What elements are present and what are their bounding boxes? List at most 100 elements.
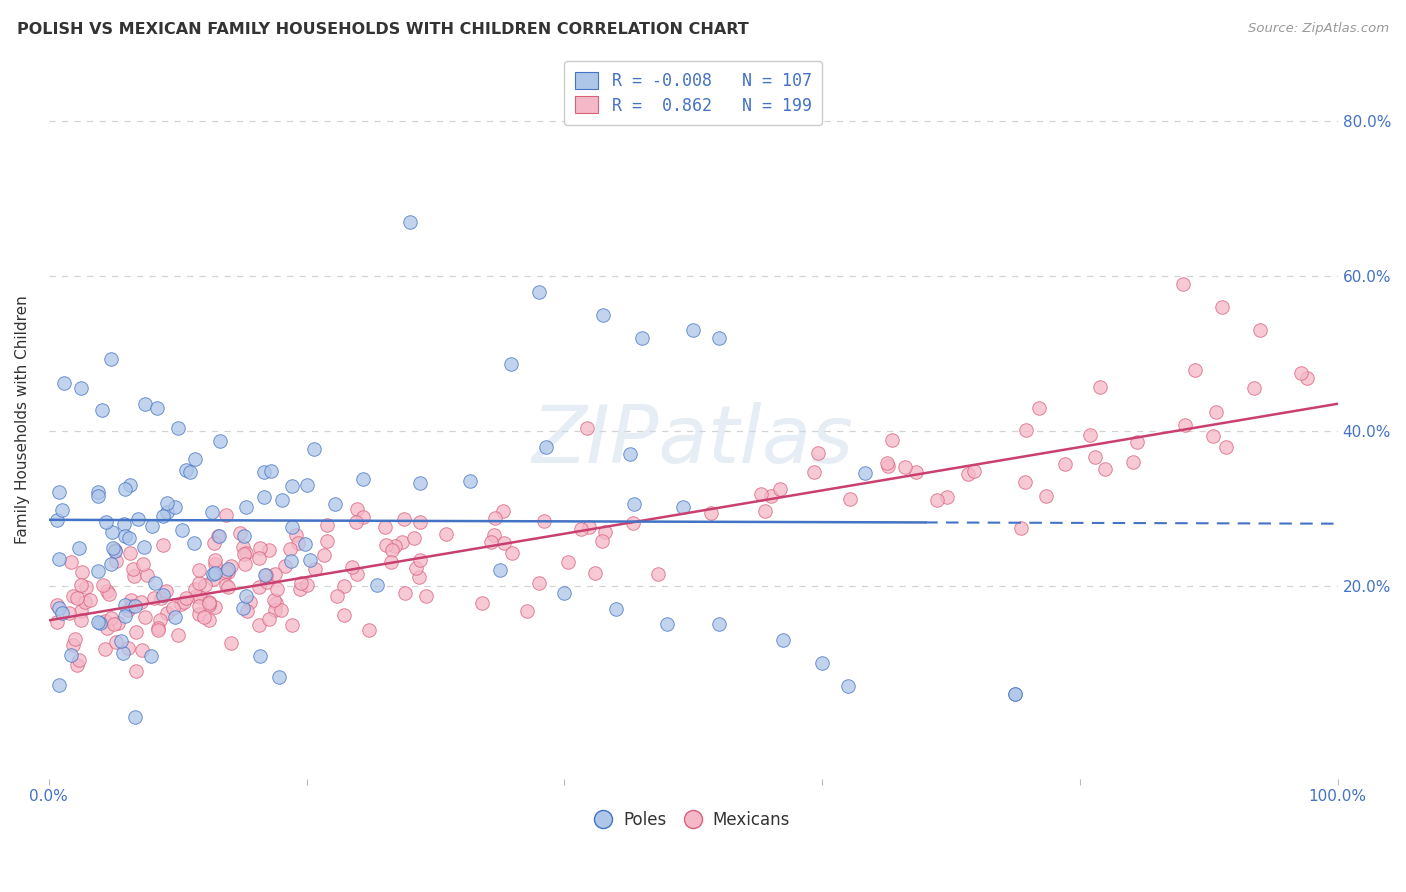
Point [100,611,122,625]
Point [167,420,190,434]
Point [583,566,606,580]
Point [501,546,523,560]
Point [398,215,420,229]
Point [1205,405,1227,419]
Point [1053,457,1076,471]
Point [254,567,277,582]
Point [170,524,193,538]
Point [117,640,139,655]
Point [87,564,110,578]
Point [287,536,309,550]
Point [124,599,146,614]
Point [202,536,225,550]
Point [179,465,201,479]
Point [278,542,301,557]
Point [1211,300,1233,314]
Point [233,529,256,543]
Point [489,563,512,577]
Point [1184,363,1206,377]
Point [415,589,437,603]
Point [134,397,156,411]
Point [90,403,112,417]
Point [557,555,579,569]
Point [853,467,876,481]
Point [333,607,356,622]
Point [67,541,90,555]
Point [188,591,211,605]
Point [249,648,271,663]
Point [253,466,276,480]
Point [104,544,127,558]
Point [104,542,127,557]
Point [527,576,550,591]
Point [98,587,121,601]
Point [288,582,311,596]
Point [146,624,169,638]
Point [257,612,280,626]
Point [605,601,627,615]
Point [352,472,374,486]
Point [533,514,555,528]
Point [1122,455,1144,469]
Point [70,578,93,592]
Point [188,576,211,591]
Point [352,510,374,524]
Point [962,464,984,478]
Point [217,580,239,594]
Point [152,588,174,602]
Point [1014,475,1036,489]
Point [79,592,101,607]
Point [114,482,136,496]
Point [380,555,402,569]
Point [121,599,143,613]
Point [707,617,730,632]
Point [131,642,153,657]
Point [346,567,368,582]
Point [592,308,614,322]
Point [1289,366,1312,380]
Point [619,447,641,461]
Point [700,506,723,520]
Point [595,525,617,540]
Point [281,618,304,632]
Point [807,446,830,460]
Point [87,615,110,629]
Point [1243,381,1265,395]
Point [707,331,730,345]
Point [904,465,927,479]
Point [52,376,75,390]
Point [1004,687,1026,701]
Point [894,459,917,474]
Point [1295,371,1317,385]
Point [207,529,229,543]
Point [264,602,287,616]
Point [114,598,136,612]
Point [75,580,97,594]
Point [120,478,142,492]
Point [204,599,226,614]
Point [165,500,187,515]
Point [215,578,238,592]
Point [837,679,859,693]
Point [1201,429,1223,443]
Point [304,562,326,576]
Point [219,558,242,573]
Point [471,596,494,610]
Point [45,513,67,527]
Point [297,478,319,492]
Point [1090,380,1112,394]
Point [374,520,396,534]
Point [134,609,156,624]
Point [409,475,432,490]
Point [170,597,193,611]
Point [882,433,904,447]
Point [280,479,302,493]
Point [51,607,73,621]
Text: POLISH VS MEXICAN FAMILY HOUSEHOLDS WITH CHILDREN CORRELATION CHART: POLISH VS MEXICAN FAMILY HOUSEHOLDS WITH… [17,22,748,37]
Point [381,542,404,557]
Point [956,467,979,482]
Point [110,634,132,648]
Point [479,534,502,549]
Point [156,496,179,510]
Point [233,547,256,561]
